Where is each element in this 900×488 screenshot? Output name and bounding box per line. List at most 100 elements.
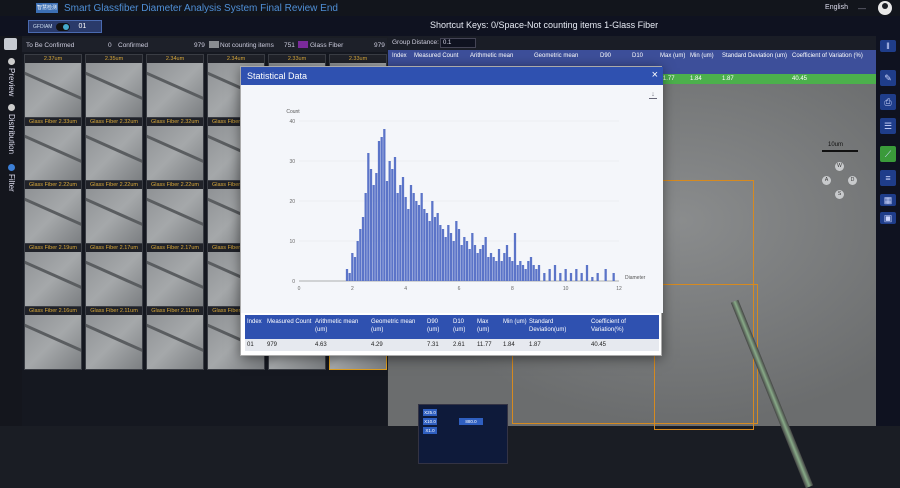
nav-down-button[interactable]: S: [835, 190, 844, 199]
download-icon[interactable]: ↓: [649, 91, 657, 99]
title-bar: 智慧检测 Smart Glassfiber Diameter Analysis …: [0, 0, 900, 16]
zoom-x25-button[interactable]: X25.0: [423, 409, 437, 416]
tab-distribution[interactable]: Distribution: [7, 104, 16, 154]
fiber-image: [25, 63, 81, 117]
histogram-bar: [580, 273, 583, 281]
zoom-x10-button[interactable]: X10.0: [423, 418, 437, 425]
histogram-bar: [468, 249, 471, 281]
statistics-table-row[interactable]: 01 979 4.63 4.29 7.31 2.61 11.77 1.84 1.87 40.45: [245, 339, 659, 351]
glass-fiber-label[interactable]: Glass Fiber: [310, 41, 344, 49]
fiber-thumbnail[interactable]: Glass Fiber 2.33um: [24, 117, 82, 181]
toggle-icon[interactable]: [56, 22, 71, 31]
grid-icon[interactable]: ▦: [880, 194, 896, 206]
tab-filter-label: Filter: [7, 174, 16, 192]
language-selector[interactable]: English: [825, 4, 848, 11]
table-header-cell: Min (um): [503, 319, 527, 325]
fiber-thumbnail[interactable]: Glass Fiber 2.17um: [85, 243, 143, 307]
thumbnail-label: Glass Fiber 2.17um: [147, 244, 203, 252]
histogram-bar: [345, 269, 349, 281]
thumbnail-label: Glass Fiber 2.22um: [25, 181, 81, 189]
thumbnail-label: Glass Fiber 2.22um: [147, 181, 203, 189]
fiber-thumbnail[interactable]: Glass Fiber 2.22um: [85, 180, 143, 244]
thumbnail-label: Glass Fiber 2.30um: [208, 118, 264, 126]
fiber-thumbnail[interactable]: Glass Fiber 2.19um: [24, 243, 82, 307]
table-header-cell: Index: [392, 53, 407, 59]
histogram-bar: [508, 257, 511, 281]
table-header-cell: Geometric mean (um): [371, 319, 416, 333]
fiber-thumbnail[interactable]: 2.37um: [24, 54, 82, 118]
not-counting-label[interactable]: Not counting items: [220, 41, 274, 49]
fiber-image: [147, 189, 203, 243]
menu-icon[interactable]: [4, 38, 17, 50]
x-tick-label: 4: [404, 286, 407, 292]
scale-bar: 10um: [821, 142, 859, 152]
histogram-bar: [511, 261, 514, 281]
note-icon[interactable]: ✎: [880, 70, 896, 86]
report-icon[interactable]: ☰: [880, 118, 896, 134]
histogram-bar: [543, 273, 546, 281]
navigation-pad[interactable]: W A D S: [818, 162, 862, 206]
thumbnail-label: Glass Fiber 2.20um: [208, 181, 264, 189]
group-distance-label: Group Distance:: [392, 39, 439, 46]
classification-stats: To Be Confirmed 0 Confirmed 979 Not coun…: [22, 38, 387, 52]
histogram-bar: [369, 169, 373, 281]
histogram-bar: [489, 253, 493, 281]
thumbnail-label: Glass Fiber 2.17um: [86, 244, 142, 252]
fiber-thumbnail[interactable]: Glass Fiber 2.16um: [24, 306, 82, 370]
fiber-thumbnail[interactable]: Glass Fiber 2.11um: [146, 306, 204, 370]
confirmed-label[interactable]: Confirmed: [118, 41, 148, 49]
fiber-thumbnail[interactable]: Glass Fiber 2.17um: [146, 243, 204, 307]
histogram-bar: [465, 241, 469, 281]
table-header-cell: Coefficient of Variation (%): [792, 53, 863, 59]
fiber-thumbnail[interactable]: Glass Fiber 2.22um: [146, 180, 204, 244]
statistics-table-header: Index Measured Count Arithmetic mean (um) G…: [245, 315, 659, 339]
nav-up-button[interactable]: W: [835, 162, 844, 171]
histogram-bar: [388, 161, 391, 281]
histogram-bar: [612, 273, 615, 281]
tab-preview[interactable]: Preview: [7, 58, 16, 96]
histogram-bar: [585, 265, 589, 281]
fiber-thumbnail[interactable]: Glass Fiber 2.32um: [146, 117, 204, 181]
print-icon[interactable]: ⎙: [880, 94, 896, 110]
nav-right-button[interactable]: D: [848, 176, 857, 185]
statistical-data-dialog: Statistical Data × ↓ 0 10 20 30 40 0 2 4 6 8 10 12 C…: [240, 66, 663, 356]
layers-icon[interactable]: ▣: [880, 212, 896, 224]
zoom-x1-button[interactable]: X1.0: [423, 427, 437, 434]
thumbnail-label: Glass Fiber 2.19um: [25, 244, 81, 252]
histogram-bar: [463, 237, 466, 281]
close-icon[interactable]: ×: [651, 69, 658, 81]
minimize-button[interactable]: —: [858, 4, 866, 13]
fiber-thumbnail[interactable]: 2.35um: [85, 54, 143, 118]
thumbnail-label: 2.34um: [208, 55, 264, 63]
fiber-thumbnail[interactable]: 2.34um: [146, 54, 204, 118]
histogram-bar: [564, 269, 567, 281]
fiber-thumbnail[interactable]: Glass Fiber 2.32um: [85, 117, 143, 181]
ruler-icon[interactable]: ⟋: [880, 146, 896, 162]
right-toolbar: ‖ ✎ ⎙ ☰ ⟋ ≡ ▦ ▣: [876, 36, 900, 426]
user-icon[interactable]: [878, 1, 892, 15]
nav-left-button[interactable]: A: [822, 176, 831, 185]
table-header-cell: D10 (um): [453, 319, 466, 333]
table-cell: 979: [267, 342, 278, 348]
histogram-bar: [492, 257, 495, 281]
tab-filter[interactable]: Filter: [7, 164, 16, 192]
table-header-cell: Index: [247, 319, 262, 325]
glass-fiber-count: 979: [374, 41, 385, 49]
sliders-icon[interactable]: ≡: [880, 170, 896, 186]
table-cell: 4.63: [315, 342, 327, 348]
fiber-thumbnail[interactable]: Glass Fiber 2.11um: [85, 306, 143, 370]
histogram-bar: [383, 129, 386, 281]
table-header-cell: Arithmetic mean (um): [315, 319, 359, 333]
to-be-confirmed-label[interactable]: To Be Confirmed: [26, 41, 75, 49]
table-cell: 40.45: [591, 342, 607, 348]
zoom-control: X25.0 X10.0 X1.0 880.0: [418, 404, 508, 464]
x-tick-label: 12: [616, 286, 622, 292]
y-tick-label: 30: [289, 159, 295, 165]
thumbnail-label: 2.37um: [25, 55, 81, 63]
table-cell: 40.45: [792, 75, 808, 82]
mode-switch[interactable]: GFDIAM 01: [28, 20, 102, 33]
group-distance-select[interactable]: 0.1: [440, 38, 476, 48]
histogram-bar: [529, 257, 533, 281]
collapse-icon[interactable]: ‖: [880, 40, 896, 52]
fiber-thumbnail[interactable]: Glass Fiber 2.22um: [24, 180, 82, 244]
